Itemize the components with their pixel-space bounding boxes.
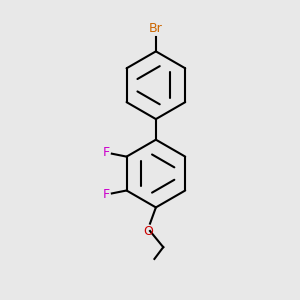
Text: O: O (144, 225, 154, 238)
Text: F: F (103, 188, 110, 201)
Text: F: F (103, 146, 110, 159)
Text: Br: Br (149, 22, 163, 35)
